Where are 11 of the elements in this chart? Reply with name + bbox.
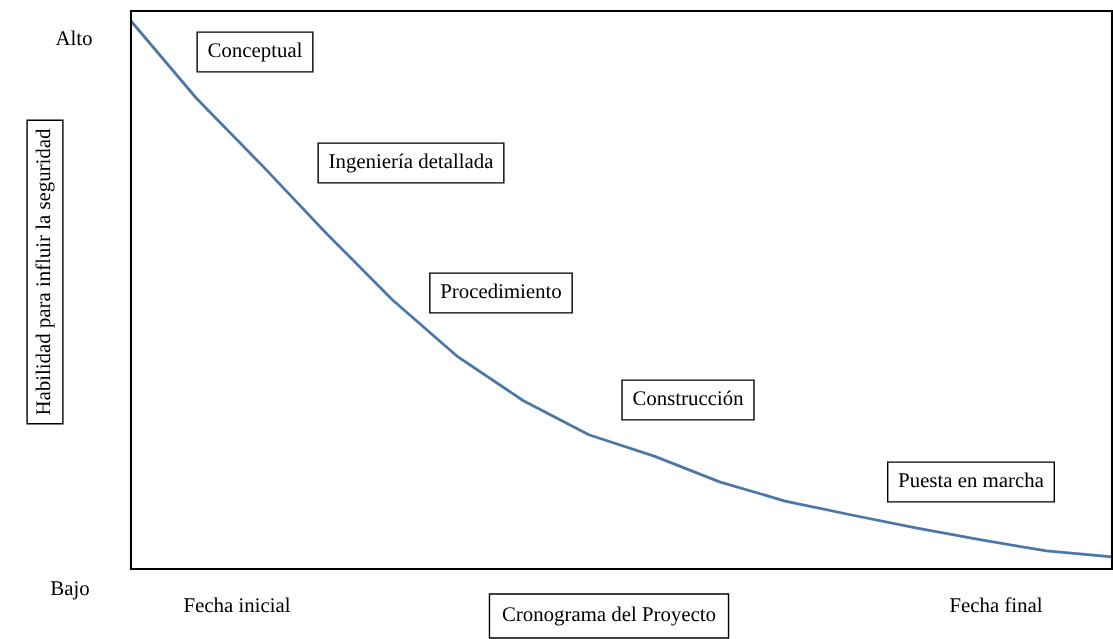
annotation: Procedimiento xyxy=(440,283,561,299)
annotation: Ingeniería detallada xyxy=(329,153,494,173)
annotation: Construcción xyxy=(633,390,744,406)
x-axis-title: Cronograma del Proyecto xyxy=(502,606,716,626)
annotation: Puesta en marcha xyxy=(898,472,1044,488)
y-axis-title: Habilidad para influir la seguridad xyxy=(35,128,55,415)
text: Fecha final xyxy=(950,597,1043,613)
annotation: Conceptual xyxy=(208,42,303,62)
text: Bajo xyxy=(50,581,89,600)
text: Alto xyxy=(55,30,92,46)
text: Fecha inicial xyxy=(184,597,291,613)
